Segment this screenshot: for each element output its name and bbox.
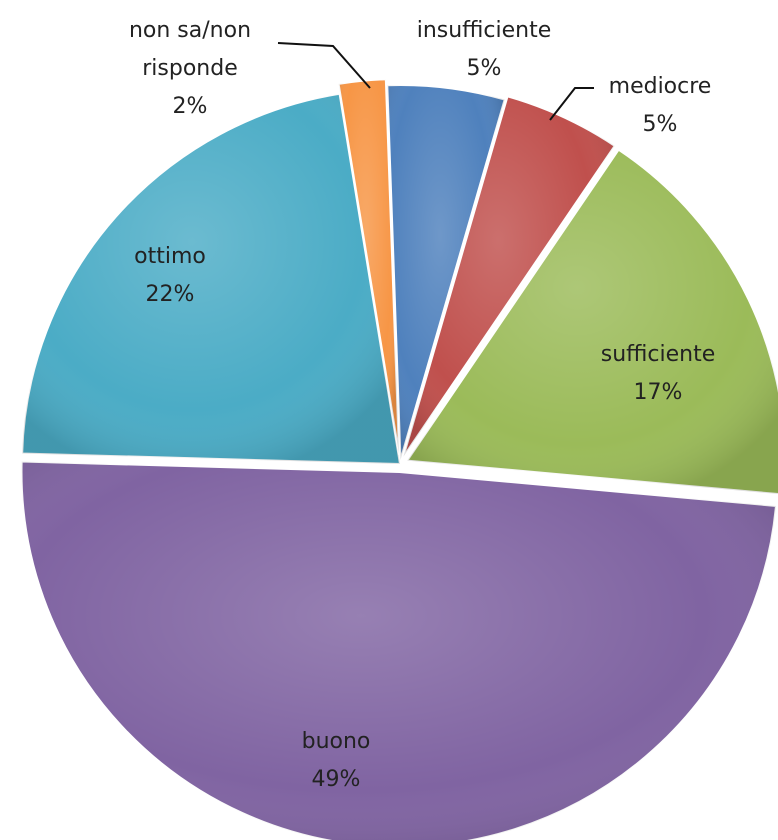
labels-layer: insufficiente 5% mediocre 5% sufficiente 17% b… (129, 18, 715, 792)
data-label-buono: buono 49% (302, 729, 371, 792)
leader-lines-layer (277, 42, 594, 121)
pie-slice-shading-ottimo (22, 93, 401, 464)
data-label-ottimo: ottimo 22% (134, 244, 206, 307)
leader-line-mediocre (549, 87, 594, 121)
pie-slice-shading-sufficiente (407, 149, 778, 495)
data-label-sufficiente: sufficiente 17% (601, 342, 716, 405)
pie-slice-shading-insufficiente (387, 85, 505, 461)
pie-slice-shading-buono (21, 461, 776, 840)
data-label-insufficiente: insufficiente 5% (417, 18, 552, 81)
leader-line-non-sa-non-risponde (277, 42, 371, 89)
data-label-mediocre: mediocre 5% (609, 74, 712, 137)
pie-slice-shading-mediocre (403, 96, 615, 457)
slices-layer (20, 78, 778, 840)
pie-slice-shading-non-sa-non-risponde (338, 79, 400, 455)
data-label-non-sa-non-risponde: non sa/non risponde 2% (129, 18, 251, 119)
